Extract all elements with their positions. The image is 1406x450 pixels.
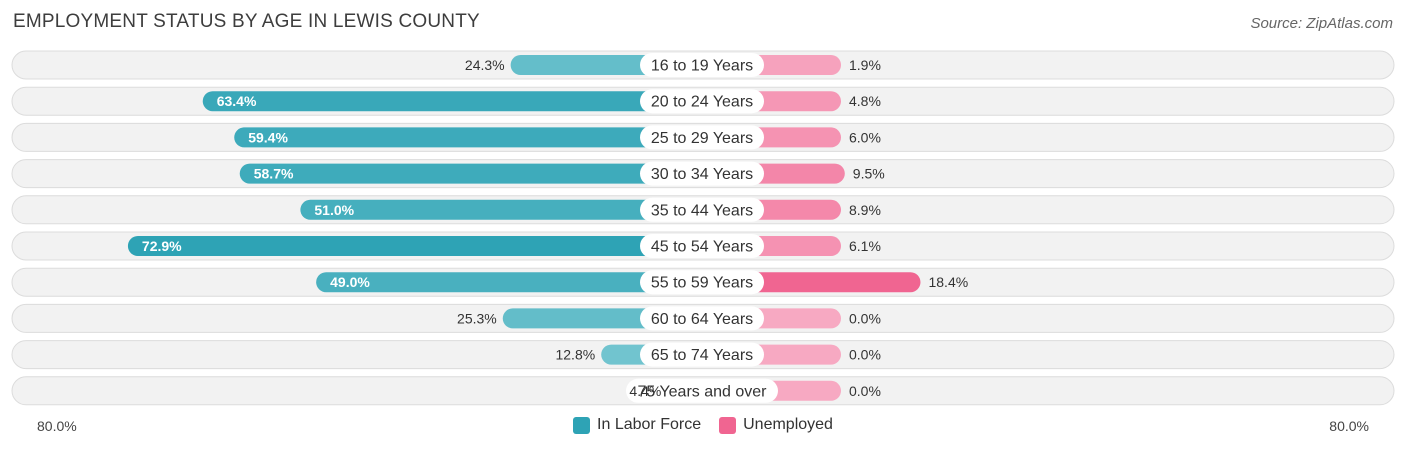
category-label: 25 to 29 Years bbox=[651, 130, 753, 147]
source-label: Source: ZipAtlas.com bbox=[1250, 15, 1393, 32]
legend: In Labor Force Unemployed bbox=[0, 416, 1406, 434]
axis-left-label: 80.0% bbox=[37, 418, 77, 434]
value-label-labor-force: 51.0% bbox=[314, 202, 354, 218]
category-label: 60 to 64 Years bbox=[651, 311, 753, 328]
value-label-unemployed: 18.4% bbox=[928, 274, 968, 290]
value-label-unemployed: 0.0% bbox=[849, 347, 881, 363]
value-label-unemployed: 1.9% bbox=[849, 57, 881, 73]
value-label-labor-force: 4.4% bbox=[629, 383, 661, 399]
legend-swatch-labor-force bbox=[573, 416, 591, 434]
value-label-labor-force: 58.7% bbox=[254, 166, 294, 182]
value-label-unemployed: 8.9% bbox=[849, 202, 881, 218]
bar-labor-force bbox=[300, 199, 702, 220]
category-label: 35 to 44 Years bbox=[651, 202, 753, 219]
category-label: 75 Years and over bbox=[638, 383, 768, 400]
legend-item-unemployed[interactable]: Unemployed bbox=[719, 416, 833, 434]
value-label-labor-force: 25.3% bbox=[457, 310, 497, 326]
category-label: 20 to 24 Years bbox=[651, 94, 753, 111]
value-label-labor-force: 63.4% bbox=[217, 93, 257, 109]
value-label-unemployed: 0.0% bbox=[849, 310, 881, 326]
value-label-unemployed: 9.5% bbox=[853, 166, 885, 182]
category-pill bbox=[640, 53, 764, 77]
legend-item-labor-force[interactable]: In Labor Force bbox=[573, 416, 701, 434]
value-label-unemployed: 6.1% bbox=[849, 238, 881, 254]
bar-labor-force bbox=[127, 236, 703, 256]
bar-labor-force bbox=[234, 127, 702, 148]
category-pill bbox=[626, 378, 778, 403]
value-label-unemployed: 6.0% bbox=[849, 129, 881, 145]
value-label-labor-force: 12.8% bbox=[555, 347, 595, 363]
category-pill bbox=[640, 342, 764, 367]
legend-swatch-unemployed bbox=[719, 416, 737, 434]
category-pill bbox=[640, 89, 764, 114]
category-label: 65 to 74 Years bbox=[651, 347, 753, 364]
chart-title: EMPLOYMENT STATUS BY AGE IN LEWIS COUNTY bbox=[13, 11, 480, 32]
category-label: 30 to 34 Years bbox=[651, 166, 753, 183]
category-pill bbox=[640, 161, 764, 186]
category-pill bbox=[640, 306, 764, 331]
category-label: 16 to 19 Years bbox=[651, 58, 753, 75]
category-label: 45 to 54 Years bbox=[651, 239, 753, 256]
category-pill bbox=[640, 125, 764, 150]
bar-labor-force bbox=[202, 91, 702, 112]
value-label-labor-force: 72.9% bbox=[142, 238, 182, 254]
value-label-labor-force: 49.0% bbox=[330, 274, 370, 290]
axis-right-label: 80.0% bbox=[1329, 418, 1369, 434]
category-label: 55 to 59 Years bbox=[651, 275, 753, 292]
legend-label-unemployed: Unemployed bbox=[743, 416, 833, 433]
bar-labor-force bbox=[239, 163, 703, 184]
category-pill bbox=[640, 197, 764, 222]
bar-labor-force bbox=[316, 272, 702, 293]
category-pill bbox=[640, 270, 764, 295]
value-label-unemployed: 4.8% bbox=[849, 93, 881, 109]
category-pill bbox=[640, 234, 764, 258]
legend-label-labor-force: In Labor Force bbox=[597, 416, 702, 433]
value-label-unemployed: 0.0% bbox=[849, 383, 881, 399]
value-label-labor-force: 24.3% bbox=[465, 57, 505, 73]
value-label-labor-force: 59.4% bbox=[248, 129, 288, 145]
